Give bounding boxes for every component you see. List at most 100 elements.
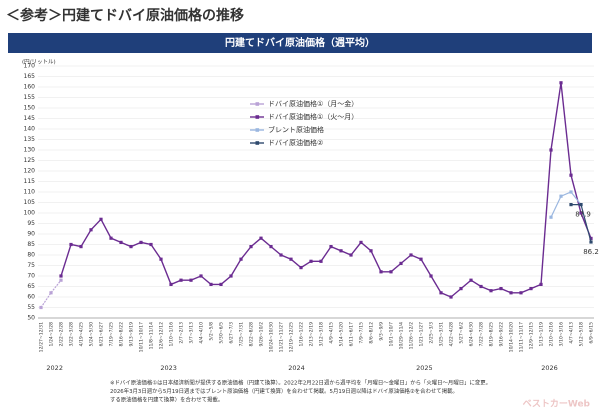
x-tick-label: 6/27~7/3 <box>229 322 235 344</box>
data-point <box>329 245 333 249</box>
data-point <box>589 240 593 244</box>
data-point <box>229 274 233 278</box>
legend-marker <box>255 141 260 145</box>
data-point <box>539 282 543 286</box>
y-tick-label: 105 <box>24 199 36 206</box>
y-tick-label: 115 <box>24 178 36 185</box>
y-tick-label: 155 <box>24 94 36 101</box>
data-point <box>249 245 253 249</box>
data-point <box>339 249 343 253</box>
data-point <box>149 242 153 247</box>
x-tick-label: 3/7~3/13 <box>189 322 195 344</box>
data-point <box>269 245 273 249</box>
data-point <box>189 278 193 282</box>
x-tick-label: 9/26~10/2 <box>259 322 265 347</box>
data-point <box>549 215 553 219</box>
legend-label: ドバイ原油価格①（月～金） <box>268 99 358 108</box>
series-line <box>60 82 592 298</box>
data-point <box>49 291 53 295</box>
series-line <box>40 279 62 308</box>
data-point <box>389 270 393 274</box>
x-tick-label: 5/12~5/18 <box>579 322 585 347</box>
x-tick-label: 1/21~1/27 <box>419 322 425 347</box>
x-tick-label: 7/19~7/25 <box>109 322 115 347</box>
data-point <box>489 289 493 293</box>
data-point <box>449 295 453 299</box>
data-point <box>289 257 293 261</box>
y-tick-label: 60 <box>27 294 35 301</box>
year-label: 2022 <box>46 364 63 372</box>
x-tick-label: 11/21~11/27 <box>279 322 285 352</box>
data-point <box>59 278 63 282</box>
data-point <box>39 305 43 310</box>
x-tick-label: 8/22~8/28 <box>249 322 255 347</box>
x-tick-label: 1/24~1/28 <box>49 322 55 347</box>
y-tick-label: 50 <box>27 315 35 322</box>
legend-marker <box>255 115 260 119</box>
x-tick-label: 5/27~6/2 <box>459 322 465 344</box>
x-tick-label: 12/27~12/31 <box>39 322 45 352</box>
data-point <box>319 259 323 263</box>
data-point <box>479 284 483 289</box>
x-tick-label: 8/6~8/12 <box>369 322 375 344</box>
x-tick-label: 5/24~5/30 <box>89 322 95 347</box>
x-tick-label: 5/2~5/8 <box>209 322 215 341</box>
data-point <box>529 287 533 291</box>
y-tick-label: 120 <box>24 168 36 175</box>
x-tick-label: 4/7~4/13 <box>569 322 575 344</box>
x-tick-label: 7/9~7/15 <box>359 322 365 344</box>
y-tick-label: 65 <box>27 283 35 290</box>
data-point <box>459 287 463 291</box>
data-point <box>59 274 63 278</box>
x-tick-label: 8/16~8/22 <box>119 322 125 347</box>
y-tick-label: 140 <box>24 126 36 133</box>
page-title: ＜参考＞円建てドバイ原油価格の推移 <box>6 7 244 24</box>
legend-label: ドバイ原油価格② <box>268 138 323 147</box>
annotation: 86.2 <box>583 248 599 256</box>
y-tick-label: 110 <box>24 189 36 196</box>
legend-label: ドバイ原油価格①（火～月） <box>268 112 358 121</box>
x-tick-label: 10/1~10/7 <box>389 322 395 347</box>
legend-label: ブレント原油価格 <box>268 125 324 134</box>
data-point <box>239 257 243 261</box>
data-point <box>499 287 503 291</box>
year-label: 2025 <box>416 364 433 372</box>
data-point <box>399 261 403 265</box>
data-point <box>509 291 513 295</box>
y-tick-label: 100 <box>24 210 36 217</box>
data-point <box>559 194 563 198</box>
data-point <box>129 245 133 249</box>
y-tick-label: 75 <box>27 262 35 269</box>
x-tick-label: 2/7~2/13 <box>179 322 185 344</box>
data-point <box>369 249 373 253</box>
data-point <box>549 148 553 152</box>
data-point <box>79 245 83 249</box>
data-point <box>579 203 583 207</box>
series-line <box>550 191 582 218</box>
x-tick-label: 3/22~3/28 <box>69 322 75 347</box>
x-tick-label: 10/11~10/17 <box>139 322 145 352</box>
y-tick-label: 55 <box>27 304 35 311</box>
x-tick-label: 10/24~10/30 <box>269 322 275 352</box>
y-tick-label: 165 <box>24 73 36 80</box>
x-tick-label: 2/10~2/16 <box>549 322 555 347</box>
footnote: する原油価格を円建て換算）を合わせて掲載。 <box>110 396 223 404</box>
x-tick-label: 8/19~8/25 <box>489 322 495 347</box>
data-point <box>159 257 163 261</box>
x-tick-label: 11/26~12/2 <box>409 322 415 349</box>
y-tick-label: 145 <box>24 115 36 122</box>
x-tick-label: 2/25~3/3 <box>429 322 435 344</box>
x-tick-label: 4/4~4/10 <box>199 322 205 344</box>
data-point <box>309 259 313 263</box>
y-tick-label: 160 <box>24 84 36 91</box>
x-tick-label: 3/12~3/18 <box>319 322 325 347</box>
x-tick-label: 7/22~7/28 <box>479 322 485 347</box>
year-label: 2026 <box>541 364 558 372</box>
data-point <box>119 240 123 244</box>
data-point <box>569 173 573 177</box>
data-point <box>219 282 223 286</box>
data-point <box>199 274 203 278</box>
data-point <box>569 203 573 207</box>
y-tick-label: 90 <box>27 231 35 238</box>
